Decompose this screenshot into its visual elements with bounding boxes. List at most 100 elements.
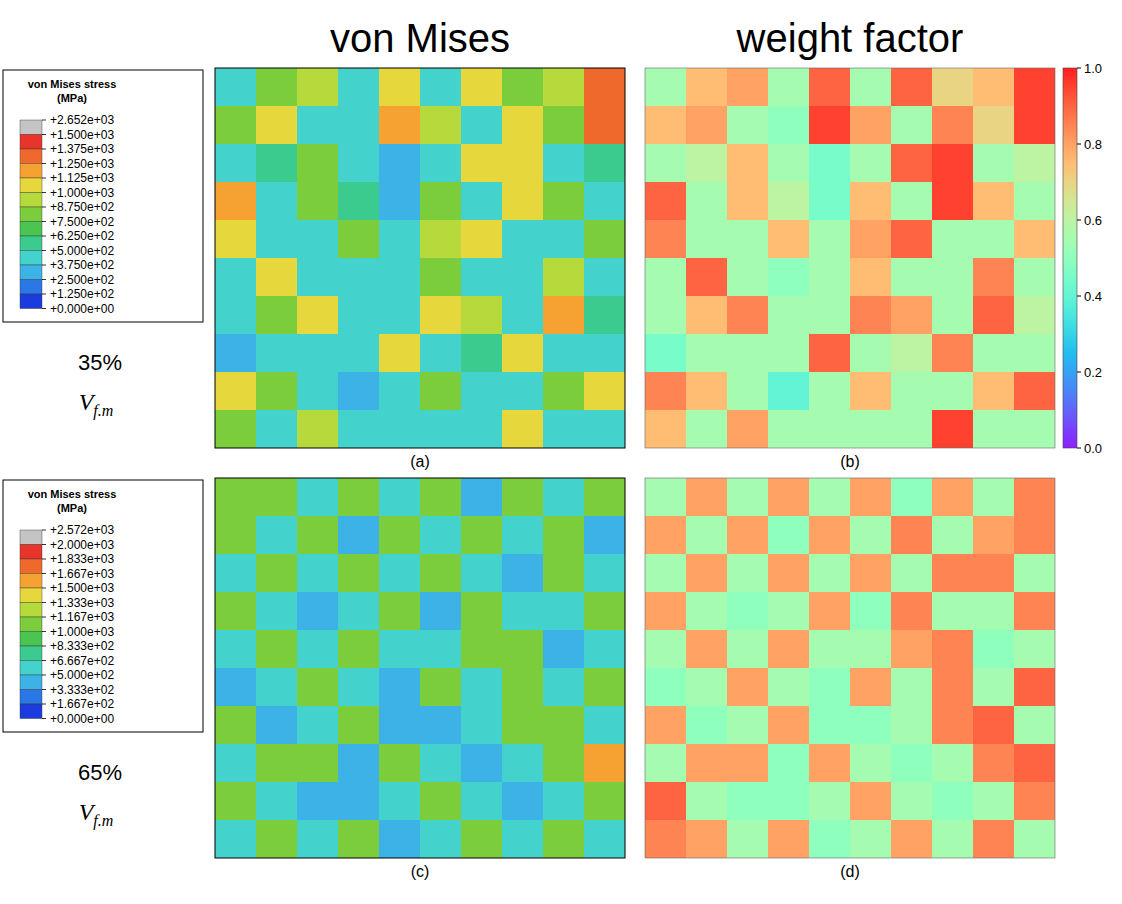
heatmap-cell — [686, 516, 728, 555]
heatmap-cell — [891, 372, 933, 411]
legend-label: +1.375e+03 — [50, 142, 114, 156]
heatmap-cell — [645, 706, 687, 745]
heatmap-cell — [686, 630, 728, 669]
heatmap-cell — [502, 68, 544, 107]
heatmap-cell — [932, 372, 974, 411]
heatmap-cell — [297, 182, 339, 221]
legend-box — [3, 70, 203, 322]
heatmap-cell — [768, 410, 810, 448]
heatmap-cell — [502, 334, 544, 373]
legend-swatch — [20, 280, 42, 295]
heatmap-cell — [727, 334, 769, 373]
heatmap-cell — [584, 220, 625, 259]
heatmap — [215, 68, 625, 448]
heatmap-cell — [850, 782, 892, 821]
heatmap-cell — [256, 106, 298, 145]
legend-swatch — [20, 120, 42, 135]
heatmap-cell — [809, 258, 851, 297]
heatmap-cell — [645, 554, 687, 593]
heatmap-cell — [727, 820, 769, 858]
legend-title: (MPa) — [57, 92, 87, 104]
heatmap-cell — [727, 630, 769, 669]
heatmap-cell — [420, 106, 462, 145]
heatmap-cell — [932, 820, 974, 858]
legend-tick — [42, 250, 46, 251]
heatmap-cell — [297, 782, 339, 821]
legend-swatch — [20, 661, 42, 676]
heatmap-cell — [973, 334, 1015, 373]
heatmap-cell — [379, 296, 421, 335]
legend-box — [3, 480, 203, 732]
heatmap-cell — [768, 478, 810, 517]
colorbar-tick — [1077, 448, 1081, 449]
heatmap-cell — [379, 258, 421, 297]
heatmap-cell — [215, 182, 257, 221]
heatmap-cell — [420, 296, 462, 335]
heatmap-cell — [686, 258, 728, 297]
heatmap-cell — [338, 706, 380, 745]
heatmap-cell — [215, 372, 257, 411]
heatmap-cell — [686, 220, 728, 259]
heatmap-cell — [645, 820, 687, 858]
heatmap-cell — [768, 820, 810, 858]
legend-tick — [42, 279, 46, 280]
legend-label: +2.500e+02 — [50, 273, 114, 287]
heatmap-cell — [932, 668, 974, 707]
heatmap-cell — [850, 516, 892, 555]
heatmap-cell — [256, 334, 298, 373]
heatmap-cell — [686, 144, 728, 183]
heatmap-cell — [420, 630, 462, 669]
heatmap-cell — [215, 106, 257, 145]
heatmap-cell — [461, 478, 503, 517]
heatmap-cell — [973, 516, 1015, 555]
heatmap-cell — [645, 106, 687, 145]
heatmap-cell — [256, 410, 298, 448]
heatmap-cell — [543, 334, 585, 373]
heatmap-cell — [543, 668, 585, 707]
heatmap-cell — [461, 410, 503, 448]
legend-swatch — [20, 222, 42, 237]
heatmap-cell — [256, 258, 298, 297]
heatmap-cell — [891, 144, 933, 183]
heatmap-cell — [850, 372, 892, 411]
colorbar — [1063, 68, 1077, 448]
legend-tick — [42, 192, 46, 193]
heatmap-cell — [502, 478, 544, 517]
heatmap-cell — [256, 706, 298, 745]
heatmap-cell — [338, 516, 380, 555]
legend-label: +1.125e+03 — [50, 171, 114, 185]
legend-tick — [42, 689, 46, 690]
heatmap-cell — [727, 68, 769, 107]
heatmap-cell — [645, 68, 687, 107]
heatmap-cell — [256, 820, 298, 858]
heatmap-cell — [297, 630, 339, 669]
panel-label: (c) — [411, 863, 430, 880]
heatmap-cell — [379, 220, 421, 259]
heatmap-cell — [379, 782, 421, 821]
heatmap-cell — [809, 144, 851, 183]
row-fraction: 35% — [78, 350, 122, 375]
legend-tick — [42, 149, 46, 150]
heatmap-cell — [973, 220, 1015, 259]
heatmap-cell — [256, 372, 298, 411]
legend-tick — [42, 120, 46, 121]
heatmap-cell — [584, 820, 625, 858]
heatmap-cell — [461, 106, 503, 145]
heatmap-cell — [338, 182, 380, 221]
colorbar-tick-label: 0.6 — [1084, 213, 1102, 228]
heatmap-cell — [584, 630, 625, 669]
heatmap-cell — [809, 410, 851, 448]
row-fraction: 65% — [78, 760, 122, 785]
heatmap-cell — [420, 554, 462, 593]
heatmap-cell — [256, 744, 298, 783]
heatmap-cell — [584, 106, 625, 145]
heatmap-cell — [973, 782, 1015, 821]
heatmap-cell — [215, 820, 257, 858]
heatmap-cell — [768, 668, 810, 707]
heatmap-cell — [686, 744, 728, 783]
heatmap-cell — [1014, 668, 1055, 707]
heatmap-cell — [502, 744, 544, 783]
legend-label: +6.667e+02 — [50, 654, 114, 668]
heatmap-cell — [543, 554, 585, 593]
heatmap-cell — [686, 668, 728, 707]
